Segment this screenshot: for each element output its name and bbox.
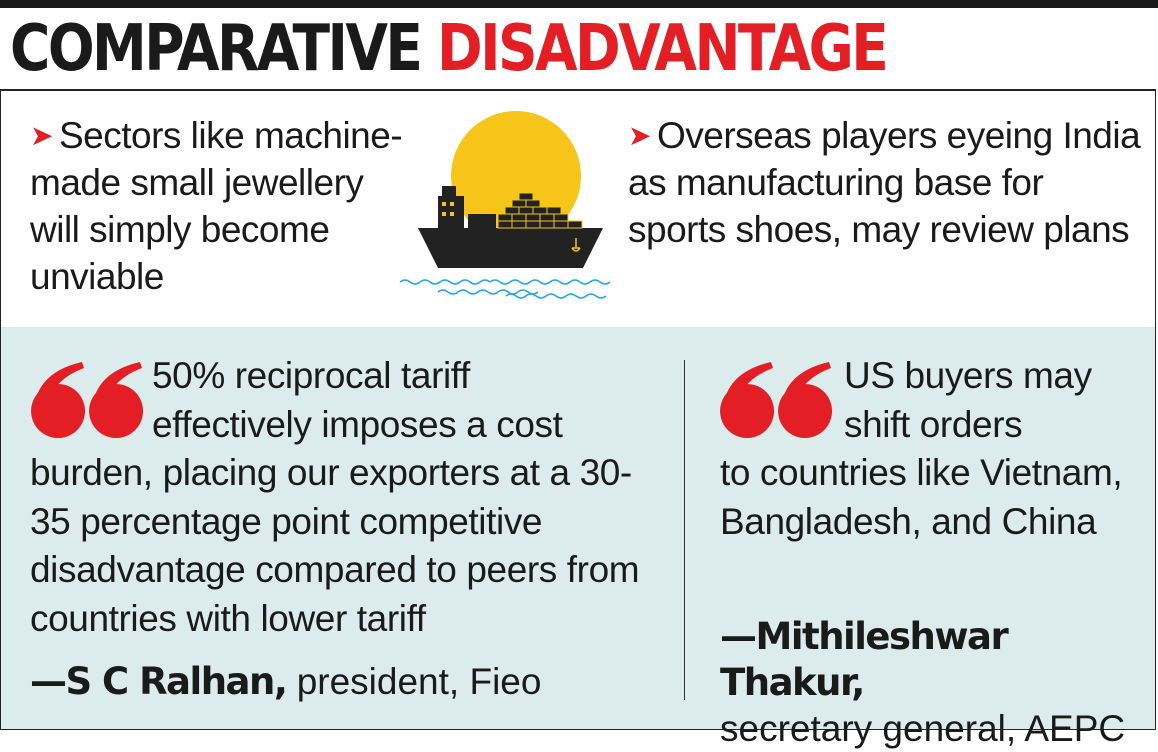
top-rule bbox=[0, 0, 1158, 8]
cargo-ship-icon bbox=[399, 111, 611, 299]
red-arrow-icon: ➤ bbox=[628, 120, 651, 151]
content-frame bbox=[0, 89, 1156, 730]
quote-right-lead: US buyers may shift orders bbox=[844, 352, 1092, 449]
column-divider bbox=[684, 360, 685, 700]
quote-right-body: to countries like Vietnam, Bangladesh, a… bbox=[720, 452, 1123, 542]
quote-left-lead-line1: 50% reciprocal tariff bbox=[152, 355, 470, 396]
quote-mark-icon bbox=[31, 362, 144, 438]
quote-right-lead-line2: shift orders bbox=[844, 403, 1023, 445]
headline-part-2: DISADVANTAGE bbox=[436, 12, 889, 86]
bullet-right-text: Overseas players eyeing India as manufac… bbox=[628, 115, 1141, 250]
quotes-panel bbox=[1, 327, 1156, 729]
quote-right-attribution: —Mithileshwar Thakur, secretary general,… bbox=[720, 614, 1150, 752]
quote-left-attribution: —S C Ralhan, president, Fieo bbox=[30, 659, 541, 705]
headline-part-1: COMPARATIVE bbox=[10, 12, 423, 86]
quote-right-role: secretary general, AEPC bbox=[720, 708, 1126, 749]
quote-left-lead: 50% reciprocal tariff effectively impose… bbox=[152, 352, 563, 449]
bullet-right: ➤ Overseas players eyeing India as manufa… bbox=[628, 112, 1148, 253]
quote-mark-icon bbox=[720, 362, 833, 438]
quote-left-lead-line2: effectively imposes a cost bbox=[152, 403, 563, 445]
quote-right-author: —Mithileshwar Thakur, bbox=[720, 615, 1009, 704]
quote-left-author: —S C Ralhan, bbox=[30, 660, 288, 703]
bullet-left-text: Sectors like machine-made small jeweller… bbox=[30, 115, 403, 297]
bullet-left: ➤ Sectors like machine-made small jewelle… bbox=[30, 112, 410, 300]
quote-left-body: burden, placing our exporters at a 30-35… bbox=[30, 452, 640, 639]
headline: COMPARATIVE DISADVANTAGE bbox=[10, 12, 889, 86]
quote-left-role: president, Fieo bbox=[296, 661, 542, 702]
quote-right-lead-line1: US buyers may bbox=[844, 355, 1092, 396]
bullets-panel bbox=[0, 91, 1158, 327]
red-arrow-icon: ➤ bbox=[30, 120, 53, 151]
